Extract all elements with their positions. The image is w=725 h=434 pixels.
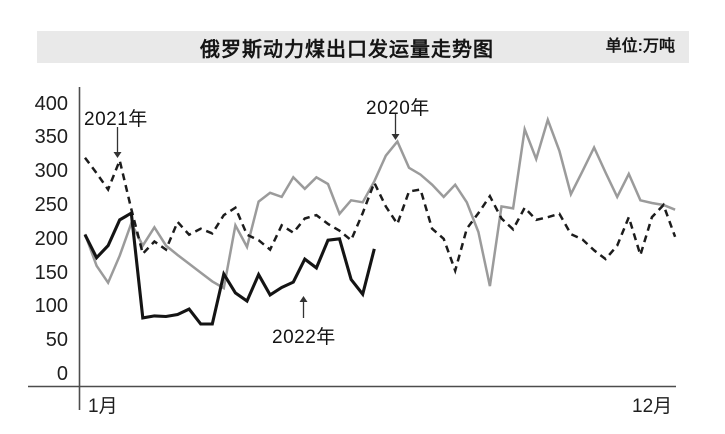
y-axis-tick-label: 200 [34,228,68,250]
annotation-arrowhead-down [113,152,122,158]
y-axis-tick-label: 400 [34,93,68,115]
series-label-2022: 2022年 [272,327,336,348]
series-line-2022 [83,210,376,326]
series-label-2021: 2021年 [84,109,148,130]
x-axis-label-january: 1月 [88,396,118,417]
y-axis-tick-label: 150 [34,262,68,284]
chart-title: 俄罗斯动力煤出口发运量走势图 [200,38,494,61]
y-axis-tick-label: 50 [45,329,68,351]
chart-header: 俄罗斯动力煤出口发运量走势图 单位:万吨 [37,31,689,63]
y-axis-tick-label: 100 [34,295,68,317]
series-line-2021 [83,156,677,275]
annotation-arrowhead-up [299,296,308,302]
annotation-arrowhead-down [391,134,400,140]
y-axis-tick-label: 250 [34,194,68,216]
x-axis-label-december: 12月 [632,396,673,417]
y-axis-tick-label: 350 [34,126,68,148]
series-label-2020: 2020年 [366,98,430,119]
y-axis-tick-label: 0 [56,363,68,385]
unit-label: 单位:万吨 [605,38,675,55]
series-line-2020 [83,115,676,291]
y-axis-tick-label: 300 [34,160,68,182]
